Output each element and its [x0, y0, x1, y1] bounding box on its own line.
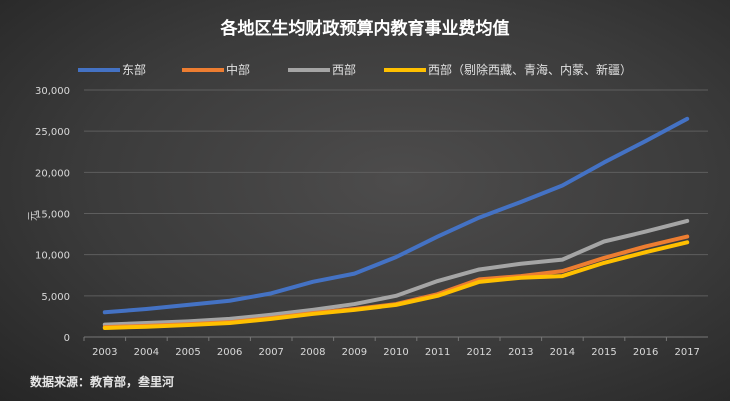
series-line-2	[102, 218, 690, 327]
x-tick-label: 2008	[300, 347, 325, 358]
legend-label: 东部	[122, 63, 147, 77]
series-line-3	[102, 240, 690, 330]
legend-item-east: 东部	[78, 61, 146, 78]
legend-item-west-excl: 西部（剔除西藏、青海、内蒙、新疆）	[384, 61, 632, 78]
x-tick-label: 2005	[175, 347, 200, 358]
x-tick-label: 2007	[258, 347, 283, 358]
legend-swatch	[182, 67, 224, 72]
x-tick-label: 2003	[92, 347, 117, 358]
x-tick-label: 2006	[217, 347, 242, 358]
x-tick-label: 2015	[591, 347, 616, 358]
x-tick-label: 2017	[674, 347, 699, 358]
x-tick-label: 2012	[466, 347, 491, 358]
series-line-1	[102, 234, 690, 330]
legend-label: 中部	[226, 63, 251, 77]
x-tick-label: 2004	[134, 347, 159, 358]
x-tick-label: 2011	[425, 347, 450, 358]
y-tick-label: 25,000	[35, 127, 70, 138]
x-tick-label: 2013	[508, 347, 533, 358]
x-tick-label: 2009	[342, 347, 367, 358]
x-tick-label: 2010	[383, 347, 408, 358]
legend-item-central: 中部	[182, 61, 250, 78]
chart-title: 各地区生均财政预算内教育事业费均值	[220, 19, 510, 39]
legend-swatch	[288, 67, 330, 72]
legend-item-west: 西部	[288, 61, 356, 78]
y-axis-label: 元	[28, 211, 39, 221]
legend-swatch	[78, 67, 120, 72]
series-line-0	[102, 116, 690, 315]
y-tick-label: 0	[64, 333, 70, 344]
x-tick-label: 2016	[633, 347, 658, 358]
legend-swatch	[384, 67, 426, 72]
x-tick-label: 2014	[550, 347, 575, 358]
legend-label: 西部	[332, 63, 357, 77]
y-tick-label: 10,000	[35, 251, 70, 262]
source-note: 数据来源：教育部，叁里河	[30, 375, 175, 389]
y-tick-label: 5,000	[41, 292, 70, 303]
y-tick-label: 30,000	[35, 86, 70, 97]
y-tick-label: 15,000	[35, 210, 70, 221]
legend-label: 西部（剔除西藏、青海、内蒙、新疆）	[428, 63, 633, 77]
y-tick-label: 20,000	[35, 168, 70, 179]
